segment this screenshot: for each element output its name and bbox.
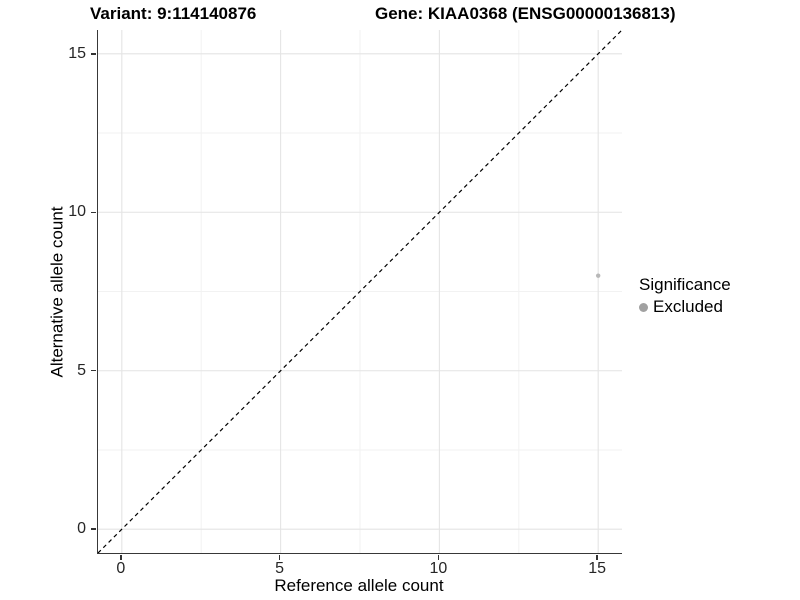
- legend-title: Significance: [639, 275, 731, 294]
- x-axis-tick: [596, 554, 598, 560]
- x-axis-label: Reference allele count: [274, 576, 444, 595]
- legend-item-label: Excluded: [653, 297, 723, 316]
- y-axis-tick-label: 0: [77, 520, 86, 538]
- x-axis-tick: [278, 554, 281, 560]
- plot-canvas: [98, 30, 622, 553]
- x-axis-tick: [437, 554, 440, 560]
- y-axis-tick: [91, 211, 96, 213]
- legend-item-excluded: Excluded: [639, 297, 731, 317]
- x-axis-tick: [120, 554, 122, 560]
- y-axis-label-container: Alternative allele count: [44, 30, 72, 553]
- y-axis-tick-label: 15: [68, 44, 86, 62]
- x-axis-tick-label: 0: [116, 560, 126, 577]
- y-axis-tick: [91, 53, 96, 55]
- y-axis-tick: [91, 369, 96, 372]
- x-axis-tick-label: 10: [429, 560, 448, 577]
- plot-title-gene: Gene: KIAA0368 (ENSG00000136813): [375, 4, 676, 23]
- y-axis-tick-label: 5: [77, 361, 86, 379]
- y-axis-tick: [91, 528, 96, 530]
- data-point: [595, 273, 601, 278]
- x-axis-tick-label: 15: [588, 560, 607, 577]
- y-axis-tick-label: 10: [68, 203, 86, 221]
- legend-key-dot-icon: [639, 302, 648, 312]
- plot-title-variant: Variant: 9:114140876: [90, 4, 257, 23]
- y-axis-label: Alternative allele count: [48, 205, 68, 378]
- identity-line: [98, 30, 622, 553]
- legend: Significance Excluded: [639, 275, 731, 317]
- plot-panel: [97, 30, 622, 554]
- x-axis-tick-label: 5: [275, 560, 285, 577]
